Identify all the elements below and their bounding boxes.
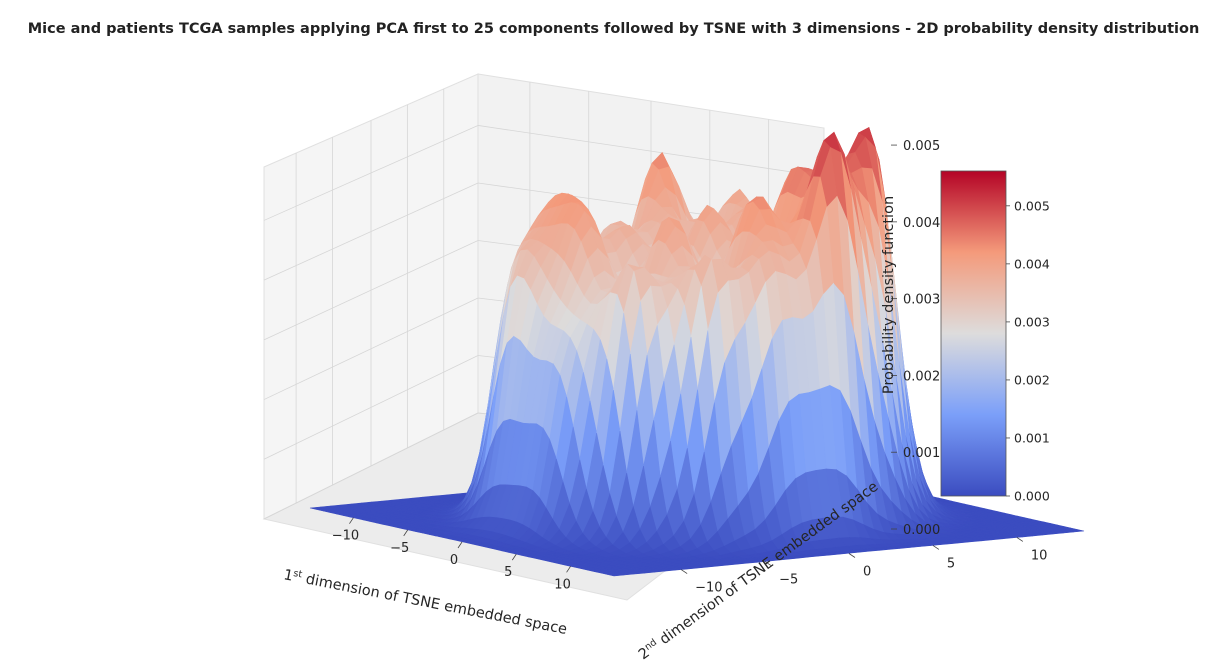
- z-tick-label: 0.005: [903, 139, 940, 154]
- x-tick-mark: [566, 566, 571, 573]
- x-tick-label: −10: [332, 529, 359, 544]
- z-tick-label: 0.002: [903, 369, 940, 384]
- y-tick-mark: [764, 561, 772, 566]
- colorbar-tick-label: 0.005: [1014, 198, 1050, 213]
- y-tick-label: −10: [695, 581, 722, 596]
- x-tick-label: 5: [504, 565, 512, 580]
- x-tick-mark: [349, 517, 354, 524]
- z-axis-label: Probability density function: [881, 196, 897, 394]
- x-tick-label: −5: [390, 541, 409, 556]
- colorbar-ticks: 0.000 0.001 0.002 0.003 0.004 0.005: [1006, 198, 1050, 504]
- x-tick-label: 0: [450, 553, 458, 568]
- x-tick-label: 10: [554, 577, 571, 592]
- colorbar-gradient: [941, 171, 1006, 496]
- y-tick-label: −5: [779, 573, 798, 588]
- surface-patch: [607, 573, 625, 577]
- x-tick-mark: [457, 541, 463, 549]
- colorbar-tick-label: 0.001: [1014, 430, 1050, 445]
- z-tick-label: 0.000: [903, 523, 940, 538]
- z-tick-label: 0.003: [903, 293, 940, 308]
- y-tick-mark: [848, 553, 856, 558]
- x-tick-mark: [403, 529, 409, 537]
- y-tick-label: 0: [863, 565, 871, 580]
- colorbar-tick-label: 0.004: [1014, 256, 1050, 271]
- y-tick-label: 10: [1031, 548, 1048, 563]
- y-tick-mark: [932, 545, 940, 550]
- y-tick-mark: [680, 569, 688, 574]
- x-tick-mark: [511, 553, 517, 561]
- density-surface: [309, 126, 1085, 577]
- colorbar: 0.000 0.001 0.002 0.003 0.004 0.005: [940, 170, 1050, 504]
- colorbar-tick-label: 0.002: [1014, 372, 1050, 387]
- chart-title: Mice and patients TCGA samples applying …: [27, 21, 1200, 37]
- colorbar-tick-label: 0.003: [1014, 314, 1050, 329]
- z-tick-label: 0.004: [903, 216, 940, 231]
- z-tick-label: 0.001: [903, 446, 940, 461]
- colorbar-frame: [940, 170, 1007, 497]
- y-tick-mark: [1016, 537, 1024, 542]
- colorbar-tick-label: 0.000: [1014, 489, 1050, 504]
- y-tick-label: 5: [947, 556, 955, 571]
